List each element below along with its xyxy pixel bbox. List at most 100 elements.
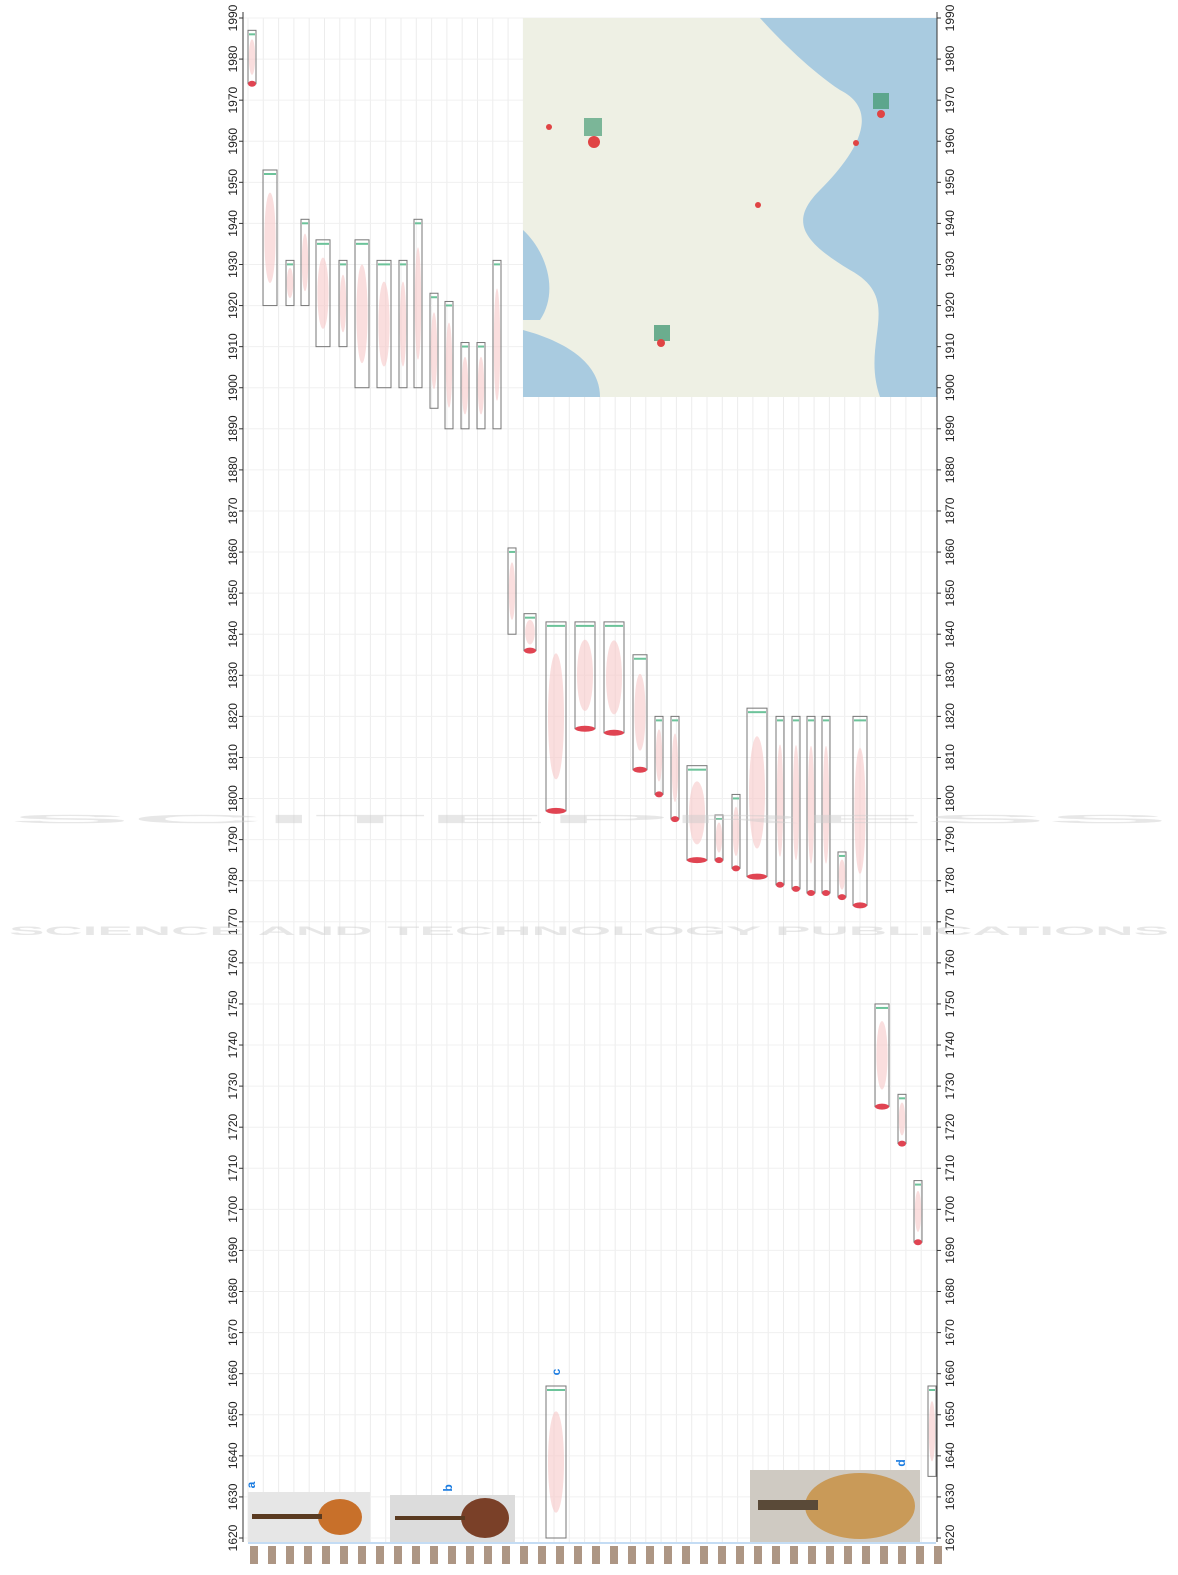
- y-tick-label: 1690: [226, 1237, 240, 1264]
- event-tick: [494, 263, 500, 265]
- y-tick-label: 1830: [943, 662, 957, 689]
- panel-label: c: [549, 1368, 563, 1375]
- y-tick-label: 1720: [226, 1114, 240, 1141]
- y-tick-label: 1960: [943, 128, 957, 155]
- y-tick-label: 1910: [226, 333, 240, 360]
- instrument-icon: [574, 1546, 582, 1564]
- y-tick-label: 1800: [943, 785, 957, 812]
- map-marker: [873, 93, 889, 109]
- event-tick: [302, 222, 308, 224]
- start-dot: [732, 865, 740, 871]
- y-tick-label: 1830: [226, 662, 240, 689]
- y-tick-label: 1680: [943, 1278, 957, 1305]
- event-tick: [431, 296, 437, 298]
- y-tick-label: 1940: [226, 210, 240, 237]
- instrument-icon: [844, 1546, 852, 1564]
- photo-mandolin: [461, 1498, 509, 1538]
- photo-lute: [758, 1500, 818, 1510]
- instrument-icon: [646, 1546, 654, 1564]
- start-dot: [792, 886, 800, 892]
- instrument-icon: [430, 1546, 438, 1564]
- y-tick-label: 1700: [226, 1196, 240, 1223]
- y-tick-label: 1660: [226, 1360, 240, 1387]
- y-tick-label: 1810: [943, 744, 957, 771]
- event-tick: [415, 222, 421, 224]
- instrument-icon: [394, 1546, 402, 1564]
- y-tick-label: 1990: [943, 4, 957, 31]
- density: [716, 823, 722, 853]
- y-tick-label: 1780: [943, 867, 957, 894]
- y-tick-label: 1650: [226, 1401, 240, 1428]
- density: [839, 859, 845, 889]
- event-tick: [672, 719, 678, 721]
- y-tick-label: 1900: [943, 374, 957, 401]
- y-tick-label: 1740: [226, 1031, 240, 1058]
- instrument-icon: [268, 1546, 276, 1564]
- y-tick-label: 1880: [943, 456, 957, 483]
- watermark-subtitle: SCIENCE AND TECHNOLOGY PUBLICATIONS: [9, 924, 1169, 938]
- density: [823, 746, 829, 864]
- y-tick-label: 1700: [943, 1196, 957, 1223]
- y-tick-label: 1740: [943, 1031, 957, 1058]
- y-tick-label: 1930: [226, 251, 240, 278]
- y-tick-label: 1980: [226, 45, 240, 72]
- instrument-icon: [790, 1546, 798, 1564]
- density: [548, 1411, 564, 1512]
- density: [249, 39, 255, 75]
- y-tick-label: 1920: [943, 292, 957, 319]
- start-dot: [914, 1239, 922, 1245]
- start-dot: [604, 730, 624, 736]
- density: [378, 282, 389, 367]
- map-marker: [588, 136, 600, 148]
- y-tick-label: 1990: [226, 4, 240, 31]
- instrument-icon: [286, 1546, 294, 1564]
- event-tick: [899, 1097, 905, 1099]
- event-tick: [876, 1007, 888, 1009]
- start-dot: [687, 857, 707, 863]
- y-tick-label: 1780: [226, 867, 240, 894]
- y-tick-label: 1750: [226, 990, 240, 1017]
- instrument-icon: [376, 1546, 384, 1564]
- y-tick-label: 1650: [943, 1401, 957, 1428]
- instrument-icon: [610, 1546, 618, 1564]
- start-dot: [807, 890, 815, 896]
- instrument-icon: [250, 1546, 258, 1564]
- event-tick: [317, 243, 329, 245]
- density: [876, 1021, 887, 1089]
- y-tick-label: 1860: [943, 538, 957, 565]
- event-tick: [400, 263, 406, 265]
- instrument-icon: [898, 1546, 906, 1564]
- photo-guitar: [252, 1514, 322, 1519]
- density: [749, 736, 765, 848]
- y-tick-label: 1920: [226, 292, 240, 319]
- density: [777, 744, 783, 856]
- instrument-icon: [880, 1546, 888, 1564]
- instrument-icon: [304, 1546, 312, 1564]
- instrument-icon: [808, 1546, 816, 1564]
- density: [606, 640, 622, 714]
- photo-guitar: [318, 1499, 362, 1535]
- y-tick-label: 1890: [226, 415, 240, 442]
- density: [915, 1191, 921, 1232]
- y-tick-label: 1980: [943, 45, 957, 72]
- y-tick-label: 1670: [943, 1319, 957, 1346]
- start-dot: [715, 857, 723, 863]
- instrument-icon: [862, 1546, 870, 1564]
- y-tick-label: 1930: [943, 251, 957, 278]
- event-tick: [356, 243, 368, 245]
- density: [854, 748, 865, 874]
- event-tick: [688, 769, 706, 771]
- start-dot: [898, 1141, 906, 1147]
- start-dot: [776, 882, 784, 888]
- event-tick: [605, 625, 623, 627]
- y-tick-label: 1630: [226, 1483, 240, 1510]
- density: [264, 193, 275, 283]
- y-tick-label: 1850: [943, 579, 957, 606]
- event-tick: [808, 719, 814, 721]
- event-tick: [547, 1389, 565, 1391]
- instrument-icon: [466, 1546, 474, 1564]
- density: [462, 357, 468, 415]
- instrument-icon: [772, 1546, 780, 1564]
- instrument-icon: [412, 1546, 420, 1564]
- map: [523, 18, 937, 397]
